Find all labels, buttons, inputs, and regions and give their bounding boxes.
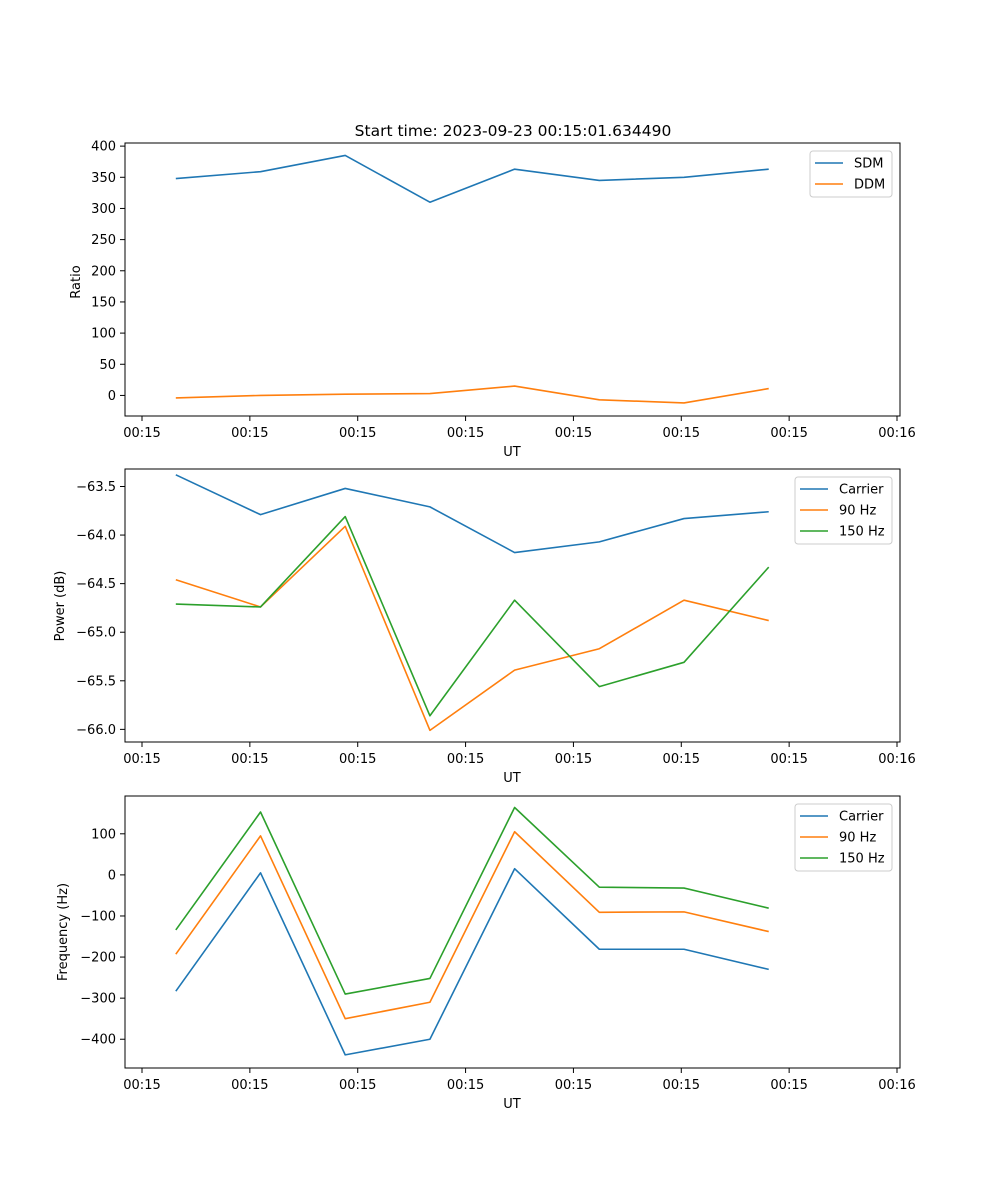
y-tick-label: 350 (91, 171, 116, 186)
y-tick-label: 200 (91, 264, 116, 279)
legend: SDM DDM (809, 150, 893, 198)
y-axis-label: Ratio (69, 265, 84, 298)
legend-box (794, 476, 893, 545)
series-line-ddm (175, 385, 769, 404)
x-tick-label: 00:15 (123, 1078, 160, 1093)
x-tick-label: 00:16 (878, 752, 915, 767)
y-tick-label: 250 (91, 233, 116, 248)
y-tick-label: 300 (91, 202, 116, 217)
series-line-carrier (175, 867, 769, 1056)
x-tick-label: 00:15 (447, 1078, 484, 1093)
x-tick-label: 00:15 (555, 752, 592, 767)
x-tick-label: 00:15 (663, 1078, 700, 1093)
series-line-carrier (175, 474, 769, 554)
series-line-150-hz (175, 806, 769, 995)
series-line-90-hz (175, 525, 769, 732)
legend-entry: Carrier (839, 483, 884, 498)
y-tick-label: 0 (108, 389, 116, 404)
series-line-150-hz (175, 515, 770, 717)
y-tick-label: 150 (91, 295, 116, 310)
axes-frame (124, 468, 901, 743)
legend: Carrier 90 Hz 150 Hz (794, 803, 893, 872)
chart-title: Start time: 2023-09-23 00:15:01.634490 (355, 122, 672, 140)
x-tick-label: 00:15 (555, 1078, 592, 1093)
y-tick-label: −63.5 (76, 480, 116, 495)
frequency-panel: Frequency (Hz) UT 00:15 00:15 00:15 00:15 00… (56, 795, 916, 1112)
legend-entry: 90 Hz (839, 831, 876, 846)
x-tick-label: 00:15 (770, 752, 807, 767)
x-tick-label: 00:15 (123, 752, 160, 767)
y-tick-label: 0 (108, 868, 116, 883)
x-axis-label: UT (503, 445, 521, 460)
y-tick-label: −64.0 (76, 529, 116, 544)
power-panel: Power (dB) UT 00:15 00:15 00:15 00:15 00:15 0… (53, 468, 916, 786)
series-line-90-hz (175, 830, 769, 1020)
axes-frame (124, 142, 901, 417)
legend-box (794, 803, 893, 872)
y-tick-label: 400 (91, 140, 116, 155)
x-tick-label: 00:16 (878, 1078, 915, 1093)
legend-entry: SDM (854, 157, 883, 172)
x-tick-label: 00:15 (339, 426, 376, 441)
x-tick-label: 00:15 (231, 752, 268, 767)
x-tick-label: 00:15 (770, 1078, 807, 1093)
axes-frame (124, 795, 901, 1069)
x-tick-label: 00:15 (770, 426, 807, 441)
series-line-sdm (175, 154, 769, 204)
x-tick-label: 00:15 (231, 426, 268, 441)
ratio-panel: Start time: 2023-09-23 00:15:01.634490 R… (69, 122, 916, 460)
legend-entry: 150 Hz (839, 525, 885, 540)
x-tick-label: 00:15 (555, 426, 592, 441)
y-tick-label: −300 (80, 992, 116, 1007)
legend-entry: 90 Hz (839, 504, 876, 519)
x-axis-label: UT (503, 1097, 521, 1112)
y-tick-label: 100 (91, 327, 116, 342)
y-tick-label: −64.5 (76, 577, 116, 592)
x-tick-label: 00:15 (663, 426, 700, 441)
x-tick-label: 00:15 (123, 426, 160, 441)
x-tick-label: 00:15 (231, 1078, 268, 1093)
y-axis-label: Power (dB) (53, 571, 68, 642)
y-tick-label: −100 (80, 909, 116, 924)
legend-entry: Carrier (839, 810, 884, 825)
legend-entry: DDM (854, 178, 885, 193)
x-tick-label: 00:15 (339, 752, 376, 767)
y-tick-label: 100 (91, 827, 116, 842)
y-tick-label: 50 (99, 358, 116, 373)
y-tick-label: −65.0 (76, 626, 116, 641)
y-tick-label: −400 (80, 1033, 116, 1048)
y-tick-label: −65.5 (76, 674, 116, 689)
x-tick-label: 00:15 (447, 426, 484, 441)
legend-entry: 150 Hz (839, 852, 885, 867)
x-tick-label: 00:15 (663, 752, 700, 767)
y-axis-label: Frequency (Hz) (56, 883, 71, 981)
x-tick-label: 00:15 (447, 752, 484, 767)
legend: Carrier 90 Hz 150 Hz (794, 476, 893, 545)
x-axis-label: UT (503, 771, 521, 786)
x-tick-label: 00:15 (339, 1078, 376, 1093)
y-tick-label: −200 (80, 951, 116, 966)
y-tick-label: −66.0 (76, 723, 116, 738)
x-tick-label: 00:16 (878, 426, 915, 441)
